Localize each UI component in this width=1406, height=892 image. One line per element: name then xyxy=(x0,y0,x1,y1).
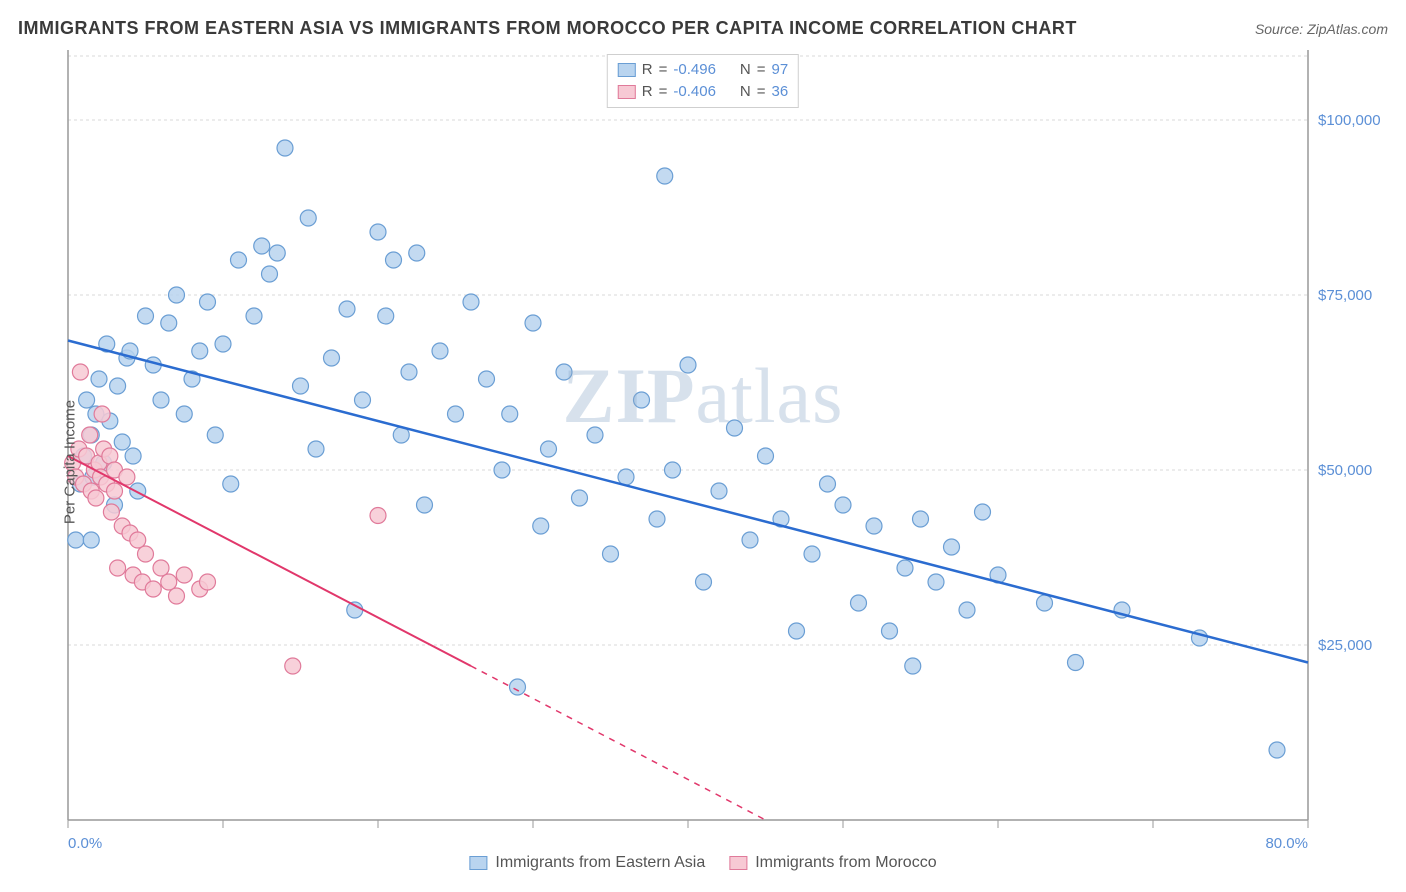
chart-title: IMMIGRANTS FROM EASTERN ASIA VS IMMIGRAN… xyxy=(18,18,1077,39)
series-name-1: Immigrants from Eastern Asia xyxy=(495,854,705,872)
equals: = xyxy=(757,81,766,103)
n-value-2: 36 xyxy=(772,81,789,103)
svg-text:$75,000: $75,000 xyxy=(1318,287,1372,304)
legend-stats-row: R = -0.496 N = 97 xyxy=(618,59,788,81)
r-value-1: -0.496 xyxy=(673,59,716,81)
series-name-2: Immigrants from Morocco xyxy=(755,854,936,872)
swatch-series-2 xyxy=(618,85,636,99)
y-axis-label: Per Capita Income xyxy=(62,400,79,524)
n-label: N xyxy=(740,59,751,81)
equals: = xyxy=(659,59,668,81)
chart-svg: $25,000 $50,000 $75,000 $100,000 0.0% 80.0% xyxy=(18,50,1388,874)
source-attribution: Source: ZipAtlas.com xyxy=(1255,21,1388,37)
svg-text:$50,000: $50,000 xyxy=(1318,462,1372,479)
legend-stats: R = -0.496 N = 97 R = -0.406 N = 36 xyxy=(607,54,799,108)
svg-text:$100,000: $100,000 xyxy=(1318,112,1381,129)
swatch-series-1 xyxy=(469,856,487,870)
svg-text:$25,000: $25,000 xyxy=(1318,637,1372,654)
chart-container: Per Capita Income $25,000$50,000$75,000$… xyxy=(18,50,1388,874)
svg-text:80.0%: 80.0% xyxy=(1265,835,1308,852)
legend-stats-row: R = -0.406 N = 36 xyxy=(618,81,788,103)
r-label: R xyxy=(642,59,653,81)
svg-text:0.0%: 0.0% xyxy=(68,835,102,852)
legend-item: Immigrants from Eastern Asia xyxy=(469,854,705,872)
legend-series: Immigrants from Eastern Asia Immigrants … xyxy=(469,854,936,872)
swatch-series-1 xyxy=(618,63,636,77)
equals: = xyxy=(757,59,766,81)
source-value: ZipAtlas.com xyxy=(1307,21,1388,37)
n-value-1: 97 xyxy=(772,59,789,81)
source-label: Source: xyxy=(1255,21,1303,37)
n-label: N xyxy=(740,81,751,103)
r-label: R xyxy=(642,81,653,103)
title-bar: IMMIGRANTS FROM EASTERN ASIA VS IMMIGRAN… xyxy=(18,18,1388,39)
r-value-2: -0.406 xyxy=(673,81,716,103)
legend-item: Immigrants from Morocco xyxy=(729,854,936,872)
swatch-series-2 xyxy=(729,856,747,870)
equals: = xyxy=(659,81,668,103)
